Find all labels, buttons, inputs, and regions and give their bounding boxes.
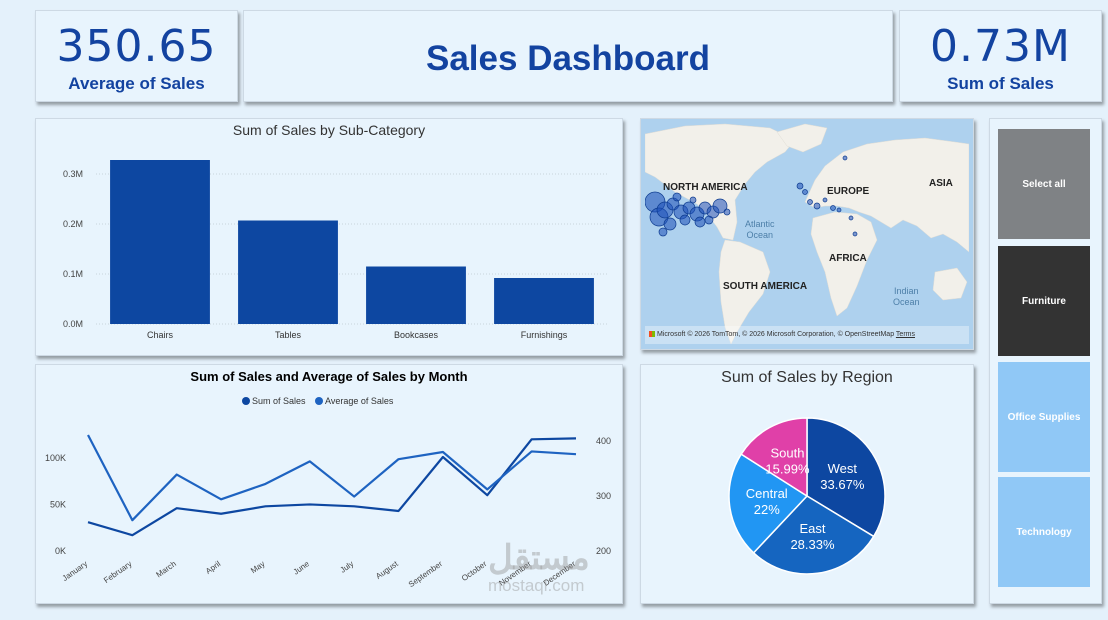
- bar[interactable]: [238, 220, 338, 325]
- watermark-url: mostaql.com: [488, 576, 585, 595]
- legend-marker: [242, 397, 250, 405]
- map-label-atlantic-ocean: Atlantic Ocean: [745, 219, 775, 241]
- slice-value-label: 22%: [754, 502, 780, 517]
- ocean-label-line: Ocean: [893, 297, 920, 307]
- ocean-label-line: Ocean: [746, 230, 774, 240]
- ocean-label-line: Atlantic: [745, 219, 775, 229]
- category-slicer: Select all Furniture Office Supplies Tec…: [989, 118, 1102, 604]
- x-tick-label: Bookcases: [394, 330, 439, 340]
- y-tick-label: 0.2M: [63, 219, 83, 229]
- kpi-value: 0.73M: [930, 21, 1071, 72]
- x-tick-label: Chairs: [147, 330, 174, 340]
- watermark-arabic: مستقل: [488, 539, 590, 577]
- map-label-north-america: NORTH AMERICA: [663, 182, 748, 193]
- x-tick-label: October: [460, 559, 489, 583]
- ocean-label-line: Indian: [894, 286, 919, 296]
- bar[interactable]: [366, 266, 466, 325]
- map-attribution: Microsoft © 2026 TomTom, © 2026 Microsof…: [645, 326, 969, 344]
- map-label-africa: AFRICA: [829, 253, 867, 264]
- map-terms-link[interactable]: Terms: [895, 331, 915, 338]
- x-tick-label: September: [407, 559, 444, 589]
- slicer-item-label: Select all: [1022, 178, 1066, 190]
- slicer-item-label: Furniture: [1022, 295, 1066, 307]
- slicer-item-office-supplies[interactable]: Office Supplies: [998, 362, 1090, 472]
- x-tick-label: May: [249, 559, 267, 575]
- bar-chart-card[interactable]: Sum of Sales by Sub-Category 0.0M 0.1M 0.2…: [35, 118, 623, 356]
- y-tick-label: 0.3M: [63, 169, 83, 179]
- bar-chart[interactable]: 0.0M 0.1M 0.2M 0.3M Chairs Tables Bookcases Fur…: [36, 119, 622, 355]
- pie-slice[interactable]: [806, 417, 886, 538]
- x-tick-label: June: [292, 559, 312, 577]
- x-tick-label: July: [339, 559, 356, 575]
- kpi-card-average-sales: 350.65 Average of Sales: [35, 10, 238, 102]
- slice-value-label: 15.99%: [765, 461, 810, 476]
- dashboard-title: Sales Dashboard: [426, 39, 710, 78]
- x-tick-label: Furnishings: [521, 330, 568, 340]
- x-tick-label: March: [154, 559, 177, 579]
- x-tick-label: January: [61, 559, 89, 583]
- x-tick-label: April: [204, 559, 222, 576]
- kpi-card-sum-sales: 0.73M Sum of Sales: [899, 10, 1102, 102]
- pie-slice[interactable]: [752, 495, 875, 575]
- slice-name-label: West: [828, 461, 858, 476]
- map-label-europe: EUROPE: [827, 186, 870, 197]
- y-right-tick-label: 200: [596, 546, 611, 556]
- map-data-points[interactable]: [645, 155, 858, 237]
- y-left-tick-label: 0K: [55, 546, 66, 556]
- slicer-item-select-all[interactable]: Select all: [998, 129, 1090, 239]
- slicer-item-technology[interactable]: Technology: [998, 477, 1090, 587]
- map-visual[interactable]: NORTH AMERICA EUROPE ASIA AFRICA SOUTH A…: [645, 122, 969, 344]
- slice-value-label: 33.67%: [820, 477, 865, 492]
- map-label-asia: ASIA: [929, 178, 953, 189]
- pie-chart-title: Sum of Sales by Region: [721, 369, 893, 386]
- bar-chart-title: Sum of Sales by Sub-Category: [232, 122, 426, 138]
- line-chart[interactable]: Sum of Sales Average of Sales 0K 50K 100K 200…: [36, 365, 622, 603]
- bar[interactable]: [494, 278, 594, 324]
- line-chart-title: Sum of Sales and Average of Sales by Mon…: [190, 369, 468, 384]
- y-tick-label: 0.0M: [63, 319, 83, 329]
- dashboard-title-card: Sales Dashboard: [243, 10, 893, 102]
- series-line[interactable]: [87, 437, 577, 537]
- microsoft-logo-icon: [649, 331, 655, 338]
- legend-label: Sum of Sales: [252, 396, 306, 406]
- x-tick-label: Tables: [275, 330, 302, 340]
- bar[interactable]: [110, 160, 210, 324]
- y-right-tick-label: 400: [596, 436, 611, 446]
- watermark: مستقل mostaql.com: [488, 540, 590, 596]
- pie-slice[interactable]: [740, 417, 808, 498]
- legend-marker: [315, 397, 323, 405]
- kpi-label: Average of Sales: [68, 74, 205, 93]
- y-left-tick-label: 100K: [45, 453, 66, 463]
- map-label-indian-ocean: Indian Ocean: [893, 286, 920, 308]
- pie-slice[interactable]: [728, 453, 809, 554]
- line-chart-card[interactable]: Sum of Sales and Average of Sales by Mon…: [35, 364, 623, 604]
- slicer-item-furniture[interactable]: Furniture: [998, 246, 1090, 356]
- slicer-item-label: Office Supplies: [1007, 411, 1081, 423]
- slicer-item-label: Technology: [1016, 526, 1072, 538]
- x-tick-label: August: [374, 559, 400, 581]
- pie-chart-card[interactable]: Sum of Sales by Region West 33.67% East 28.…: [640, 364, 974, 604]
- slice-value-label: 28.33%: [790, 537, 835, 552]
- kpi-label: Sum of Sales: [947, 74, 1054, 93]
- kpi-value: 350.65: [56, 21, 217, 72]
- slice-name-label: Central: [746, 486, 788, 501]
- slice-name-label: South: [770, 445, 804, 460]
- legend-label: Average of Sales: [325, 396, 394, 406]
- map-label-south-america: SOUTH AMERICA: [723, 281, 808, 292]
- world-map[interactable]: [645, 122, 969, 344]
- y-left-tick-label: 50K: [50, 499, 66, 509]
- y-tick-label: 0.1M: [63, 269, 83, 279]
- slice-name-label: East: [799, 521, 825, 536]
- map-brand: Microsoft: [656, 331, 686, 338]
- x-tick-label: February: [102, 559, 133, 585]
- series-line[interactable]: [87, 434, 577, 522]
- map-copyright[interactable]: © 2026 TomTom, © 2026 Microsoft Corporat…: [687, 331, 895, 338]
- y-right-tick-label: 300: [596, 491, 611, 501]
